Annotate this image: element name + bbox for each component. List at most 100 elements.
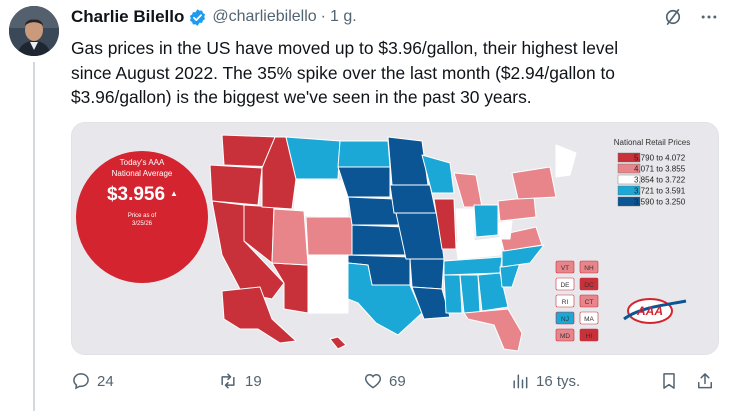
reply-bubble-icon <box>71 371 91 391</box>
legend-swatch <box>617 196 641 207</box>
bookmark-icon <box>659 371 679 391</box>
tweet-line: since August 2022. The 35% spike over th… <box>71 62 615 83</box>
avatar[interactable] <box>9 6 59 56</box>
state-ak <box>221 286 297 344</box>
views-button[interactable]: 16 tys. <box>510 371 580 391</box>
author-handle[interactable]: @charliebilello <box>212 8 317 25</box>
bookmark-button[interactable] <box>659 371 679 391</box>
state-ar <box>409 258 445 290</box>
small-state-box <box>555 260 575 274</box>
legend-range-label: 4.071 to 3.855 <box>634 165 686 174</box>
small-state-box <box>579 260 599 274</box>
state-la <box>411 286 451 320</box>
small-state-box <box>555 311 575 325</box>
small-state-label: MA <box>584 316 594 323</box>
state-tx <box>347 262 423 336</box>
legend: National Retail Prices 5.790 to 4.072 4.0… <box>614 138 690 207</box>
like-count: 69 <box>389 372 406 390</box>
state-al <box>459 274 481 314</box>
national-average-badge: Today's AAA National Average $3.956 ▲ Pr… <box>76 151 208 283</box>
small-state-box <box>555 277 575 291</box>
thread-line <box>33 62 35 411</box>
state-wi <box>421 154 455 194</box>
small-state-label: VT <box>561 265 569 272</box>
state-me <box>555 144 577 178</box>
state-nd <box>337 140 391 168</box>
badge-up-arrow-icon: ▲ <box>170 189 178 198</box>
state-pa <box>497 196 537 222</box>
repost-arrows-icon <box>217 371 239 391</box>
small-state-box <box>579 277 599 291</box>
aaa-logo-text: AAA <box>636 304 663 318</box>
state-ky <box>455 236 505 260</box>
state-ga <box>477 272 509 312</box>
repost-button[interactable]: 19 <box>217 371 262 391</box>
legend-range-label: 3.590 to 3.250 <box>634 198 686 207</box>
state-ut <box>271 208 309 266</box>
state-sd <box>337 166 391 198</box>
state-in <box>455 208 475 244</box>
views-bar-chart-icon <box>510 371 530 391</box>
repost-count: 19 <box>245 372 262 390</box>
state-oh <box>473 204 499 238</box>
small-state-box <box>579 328 599 342</box>
small-state-label: RI <box>562 299 569 306</box>
small-state-label: MD <box>560 333 570 340</box>
post-time[interactable]: 1 g. <box>330 8 357 25</box>
tweet-header: Charlie Bilello @charliebilello · 1 g. <box>71 6 719 28</box>
state-mn <box>387 136 429 186</box>
state-co <box>305 216 353 256</box>
state-wv <box>497 220 513 240</box>
state-fl <box>463 308 523 352</box>
reply-count: 24 <box>97 372 114 390</box>
small-state-box <box>579 294 599 308</box>
us-map <box>209 134 577 352</box>
legend-range-label: 3.854 to 3.722 <box>634 176 686 185</box>
badge-price: $3.956 <box>107 184 165 205</box>
author-name[interactable]: Charlie Bilello <box>71 7 185 26</box>
state-ms <box>443 274 463 314</box>
badge-line2: National Average <box>112 169 173 178</box>
share-upload-icon <box>695 371 715 391</box>
legend-swatch <box>617 152 641 163</box>
small-state-box <box>579 311 599 325</box>
legend-swatch <box>617 163 641 174</box>
legend-swatch <box>617 185 641 196</box>
heart-icon <box>363 371 383 391</box>
small-state-label: NH <box>584 265 594 272</box>
tweet-line: $3.96/gallon) is the biggest we've seen … <box>71 87 532 107</box>
small-state-label: DE <box>560 282 570 289</box>
reply-button[interactable]: 24 <box>71 371 114 391</box>
small-state-box <box>555 294 575 308</box>
separator-dot: · <box>320 8 326 25</box>
legend-range-label: 5.790 to 4.072 <box>634 154 686 163</box>
state-ks <box>351 224 407 256</box>
grok-slash-icon[interactable] <box>663 7 683 27</box>
badge-note2: 3/25/26 <box>132 221 153 227</box>
verified-badge-icon <box>188 8 207 27</box>
tweet-line: Gas prices in the US have moved up to $3… <box>71 38 619 58</box>
small-state-label: DC <box>584 282 594 289</box>
state-mt <box>285 136 341 180</box>
gas-price-map-image[interactable]: Today's AAA National Average $3.956 ▲ Pr… <box>71 122 719 355</box>
tweet-actions: 24 19 69 16 tys. <box>71 371 719 395</box>
badge-line1: Today's AAA <box>120 158 165 167</box>
state-ia <box>389 184 437 214</box>
tweet-text: Gas prices in the US have moved up to $3… <box>71 36 719 110</box>
legend-swatch <box>617 174 641 185</box>
share-button[interactable] <box>695 371 715 391</box>
small-states-grid: VT NH DE DC RI CT NJ MA MD HI <box>555 260 599 342</box>
state-or <box>209 164 263 206</box>
small-state-label: NJ <box>561 316 569 323</box>
small-state-label: CT <box>585 299 594 306</box>
small-state-label: HI <box>586 333 593 340</box>
state-il <box>433 198 457 250</box>
more-dots-icon[interactable] <box>699 7 719 27</box>
state-hi <box>329 336 347 350</box>
legend-range-label: 3.721 to 3.591 <box>634 187 686 196</box>
like-button[interactable]: 69 <box>363 371 406 391</box>
badge-note1: Price as of <box>128 213 157 219</box>
state-nm <box>307 254 349 314</box>
aaa-logo: AAA <box>623 298 687 324</box>
small-state-box <box>555 328 575 342</box>
